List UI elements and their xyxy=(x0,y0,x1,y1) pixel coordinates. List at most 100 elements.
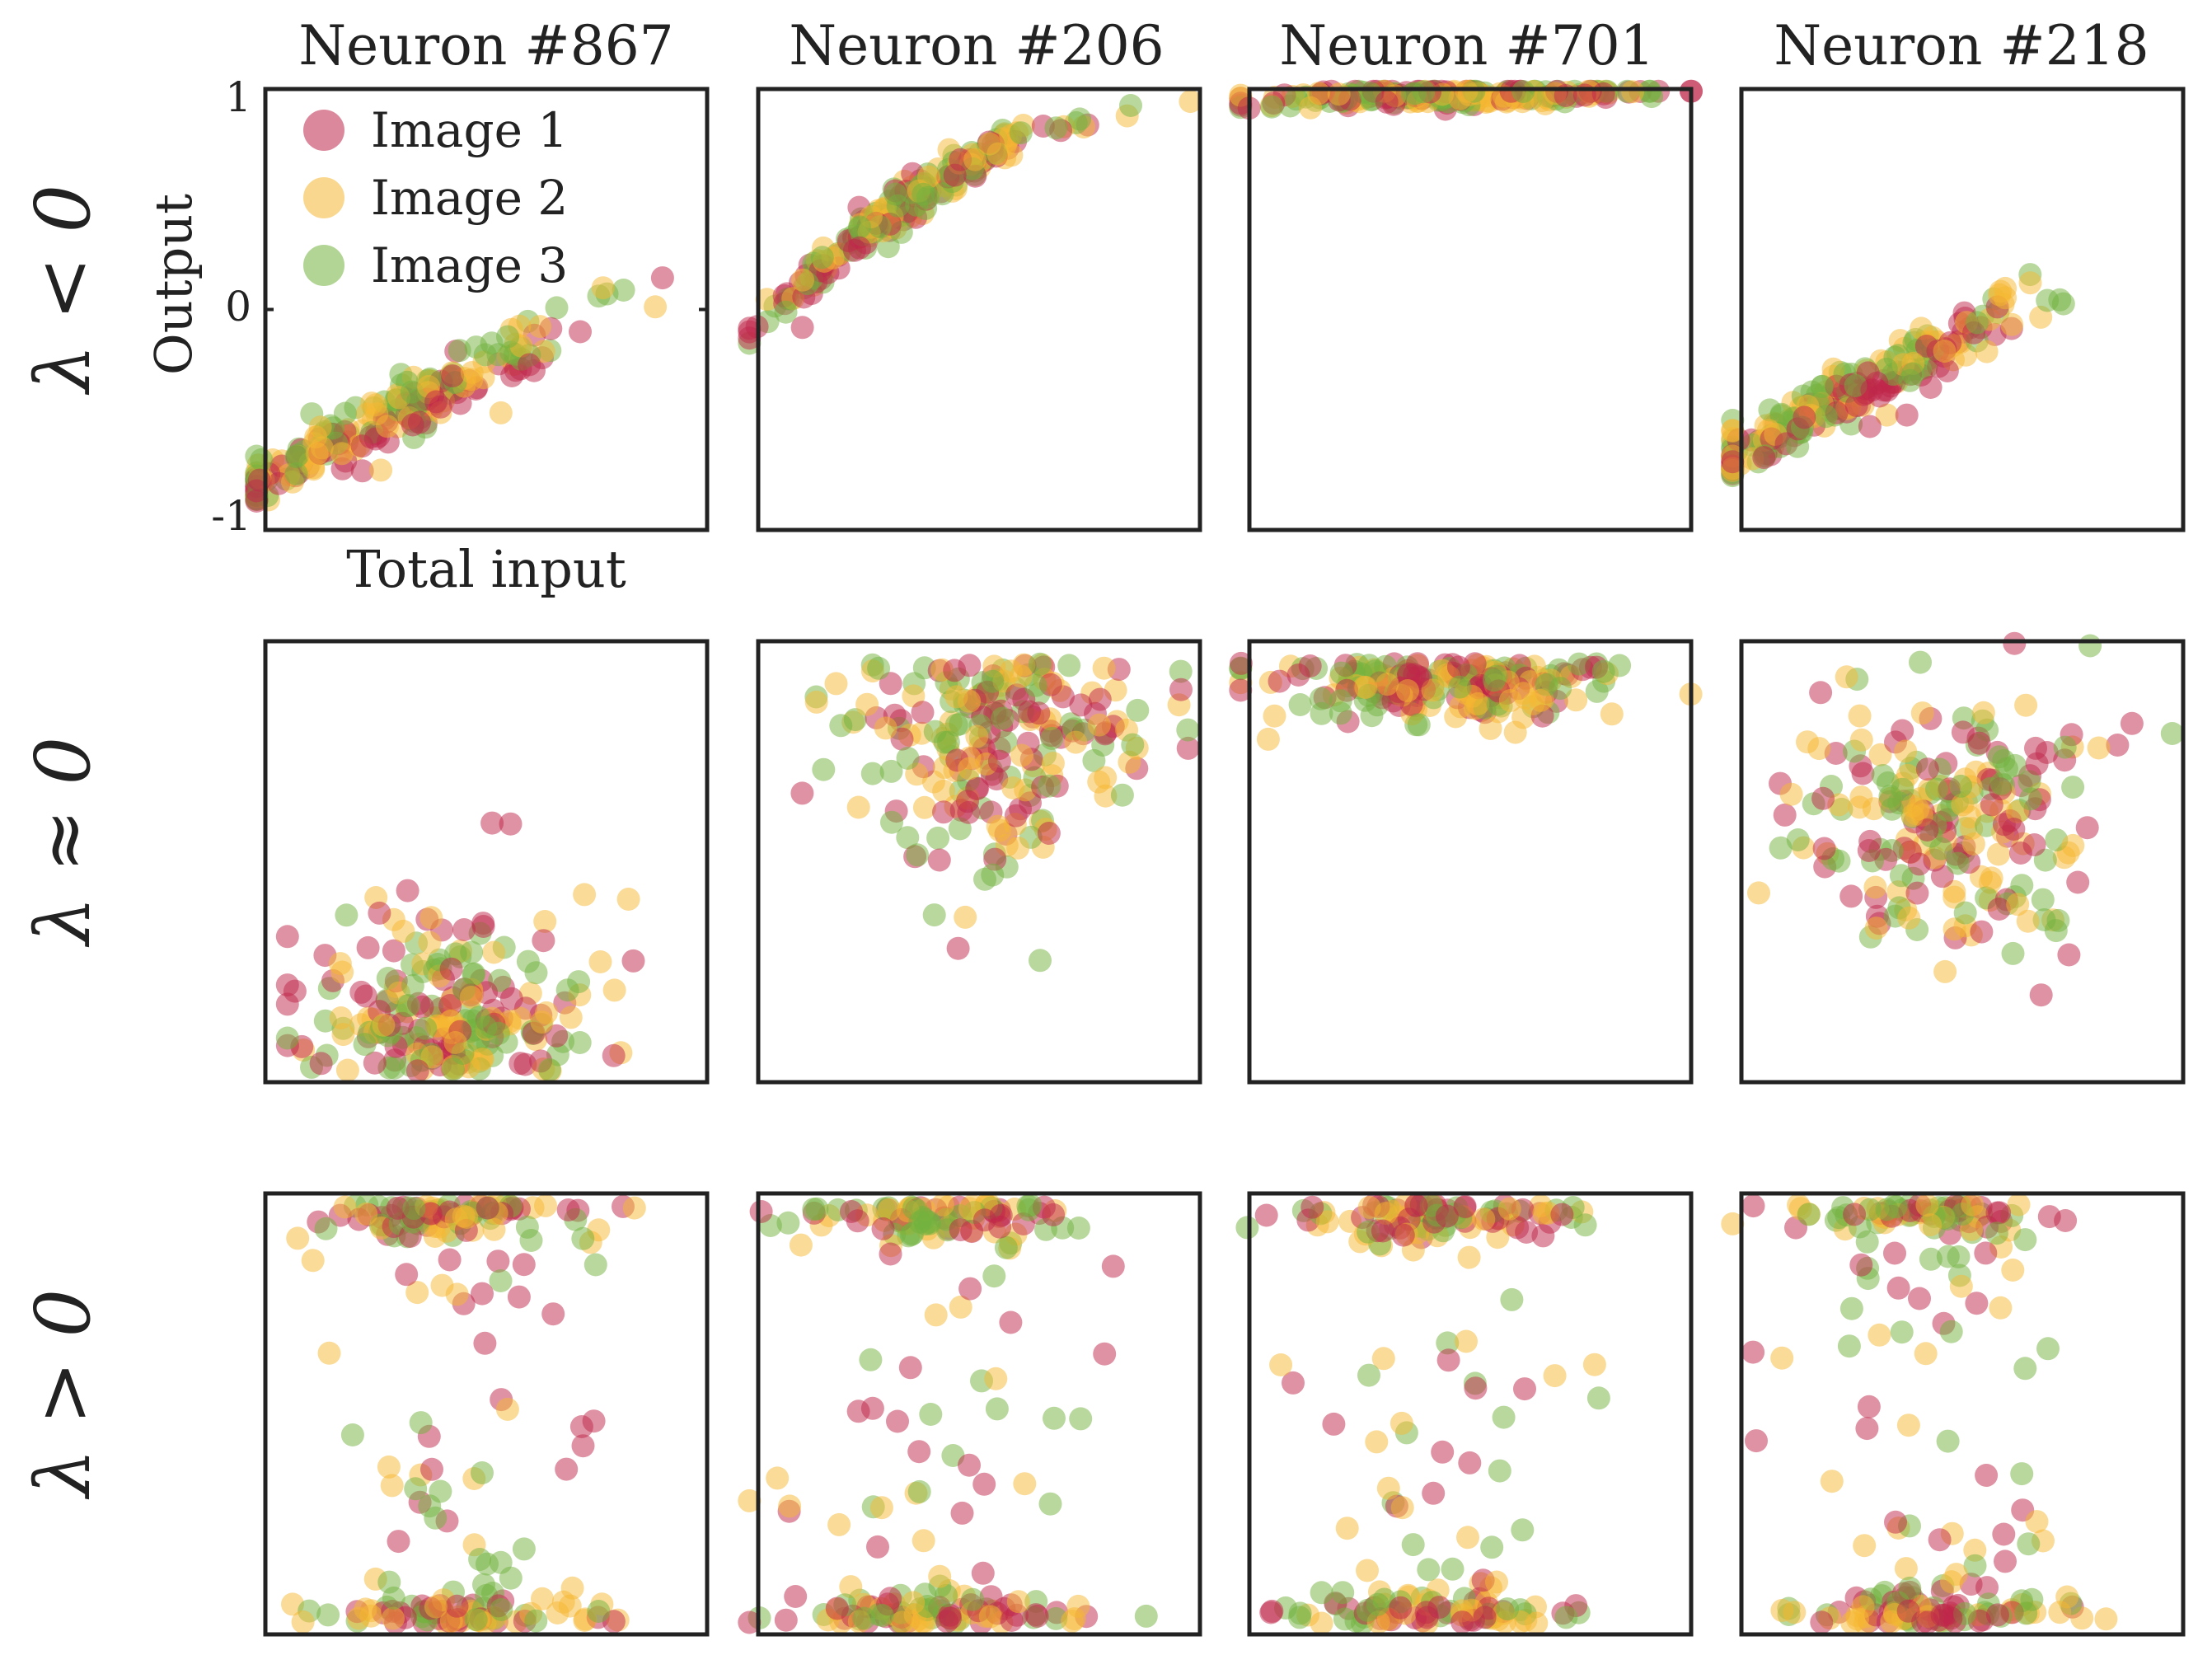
point-image-3 xyxy=(464,1608,488,1632)
point-image-2 xyxy=(1949,1274,1973,1298)
point-image-3 xyxy=(982,1264,1006,1288)
point-image-2 xyxy=(2094,1607,2118,1631)
point-image-2 xyxy=(1390,1496,1414,1520)
point-image-3 xyxy=(401,973,424,997)
point-image-2 xyxy=(573,883,597,907)
point-image-2 xyxy=(1914,1342,1938,1366)
column-title-3: Neuron #701 xyxy=(1279,14,1654,77)
point-image-1 xyxy=(1550,1203,1574,1226)
point-image-2 xyxy=(1006,836,1030,860)
point-image-3 xyxy=(583,1253,607,1277)
point-image-1 xyxy=(621,949,645,973)
point-image-2 xyxy=(2025,1510,2049,1534)
point-image-3 xyxy=(1110,783,1134,807)
point-image-3 xyxy=(886,194,910,218)
point-image-2 xyxy=(482,1217,506,1241)
point-image-2 xyxy=(1910,701,1934,725)
point-image-3 xyxy=(879,759,903,783)
point-image-2 xyxy=(443,1031,467,1054)
point-image-2 xyxy=(2018,271,2042,295)
point-image-1 xyxy=(1037,822,1061,845)
point-image-1 xyxy=(1811,786,1835,810)
point-image-3 xyxy=(335,903,359,927)
point-image-3 xyxy=(1356,1598,1380,1622)
point-image-2 xyxy=(1009,664,1033,688)
point-image-2 xyxy=(2000,312,2024,336)
point-image-2 xyxy=(1721,1212,1745,1235)
point-image-1 xyxy=(356,935,380,959)
panel-frame xyxy=(1247,87,1694,532)
point-image-1 xyxy=(1391,1223,1415,1247)
point-image-1 xyxy=(1025,1604,1049,1628)
point-image-2 xyxy=(986,814,1010,838)
point-image-3 xyxy=(1288,1601,1312,1625)
point-image-1 xyxy=(1093,1342,1117,1366)
legend: Image 1 Image 2 Image 3 xyxy=(303,102,568,293)
point-image-3 xyxy=(829,714,853,738)
point-image-1 xyxy=(1992,1522,2016,1546)
point-image-2 xyxy=(846,795,870,819)
panel-frame xyxy=(1247,639,1694,1085)
point-image-2 xyxy=(333,1195,357,1219)
point-image-3 xyxy=(1963,1554,1987,1578)
point-image-3 xyxy=(2053,735,2077,759)
point-image-2 xyxy=(2007,1193,2031,1217)
point-image-2 xyxy=(738,1489,762,1512)
point-image-2 xyxy=(755,288,779,312)
point-image-2 xyxy=(1335,1517,1359,1540)
point-image-3 xyxy=(1837,1334,1861,1358)
point-image-2 xyxy=(1421,678,1445,702)
point-image-1 xyxy=(1042,1203,1066,1226)
panel-frame xyxy=(756,1191,1202,1637)
point-image-3 xyxy=(1329,689,1352,713)
point-image-1 xyxy=(424,390,448,414)
point-image-2 xyxy=(1951,793,1975,817)
point-image-1 xyxy=(1915,757,1939,781)
point-image-3 xyxy=(935,1583,958,1607)
point-image-2 xyxy=(591,276,615,300)
point-image-1 xyxy=(866,1535,889,1559)
point-image-1 xyxy=(1855,1417,1879,1441)
point-image-1 xyxy=(1458,1451,1482,1474)
point-image-3 xyxy=(1573,1213,1597,1237)
point-image-3 xyxy=(1260,95,1284,119)
point-image-1 xyxy=(1974,1241,1998,1265)
point-image-1 xyxy=(1985,1201,2009,1225)
point-image-2 xyxy=(1376,1476,1400,1500)
point-image-3 xyxy=(1814,405,1838,429)
point-image-3 xyxy=(1496,1597,1520,1621)
point-image-3 xyxy=(524,961,548,985)
panel-frame xyxy=(756,639,1202,1085)
point-image-3 xyxy=(418,1494,442,1518)
point-image-3 xyxy=(961,1587,985,1611)
point-image-3 xyxy=(981,669,1005,693)
point-image-3 xyxy=(1511,1518,1535,1542)
point-image-2 xyxy=(1356,1559,1379,1582)
point-image-2 xyxy=(330,960,354,984)
point-image-3 xyxy=(448,339,471,363)
row-label-1: λ < 0 xyxy=(19,185,107,396)
panel-r3-c3 xyxy=(1235,1191,1694,1637)
point-image-2 xyxy=(369,458,393,482)
point-image-1 xyxy=(499,987,523,1010)
point-image-2 xyxy=(1989,1296,2013,1320)
point-image-1 xyxy=(2075,816,2099,840)
point-image-1 xyxy=(886,1409,909,1433)
point-image-1 xyxy=(363,1051,387,1075)
point-image-2 xyxy=(1357,1196,1381,1219)
point-image-1 xyxy=(1300,1195,1324,1219)
point-image-1 xyxy=(749,1200,773,1223)
legend-label-image-1: Image 1 xyxy=(371,102,568,158)
point-image-2 xyxy=(286,1226,310,1250)
point-image-1 xyxy=(1793,406,1816,429)
point-image-3 xyxy=(810,246,834,270)
point-image-2 xyxy=(1779,782,1803,806)
point-image-1 xyxy=(1741,1340,1765,1364)
point-image-1 xyxy=(1860,378,1884,402)
point-image-2 xyxy=(405,1281,429,1305)
point-image-3 xyxy=(1839,1296,1863,1320)
point-image-1 xyxy=(1843,1203,1867,1226)
point-image-3 xyxy=(1309,687,1333,710)
panel-r1-c2 xyxy=(738,87,1202,532)
point-image-1 xyxy=(784,1585,808,1608)
